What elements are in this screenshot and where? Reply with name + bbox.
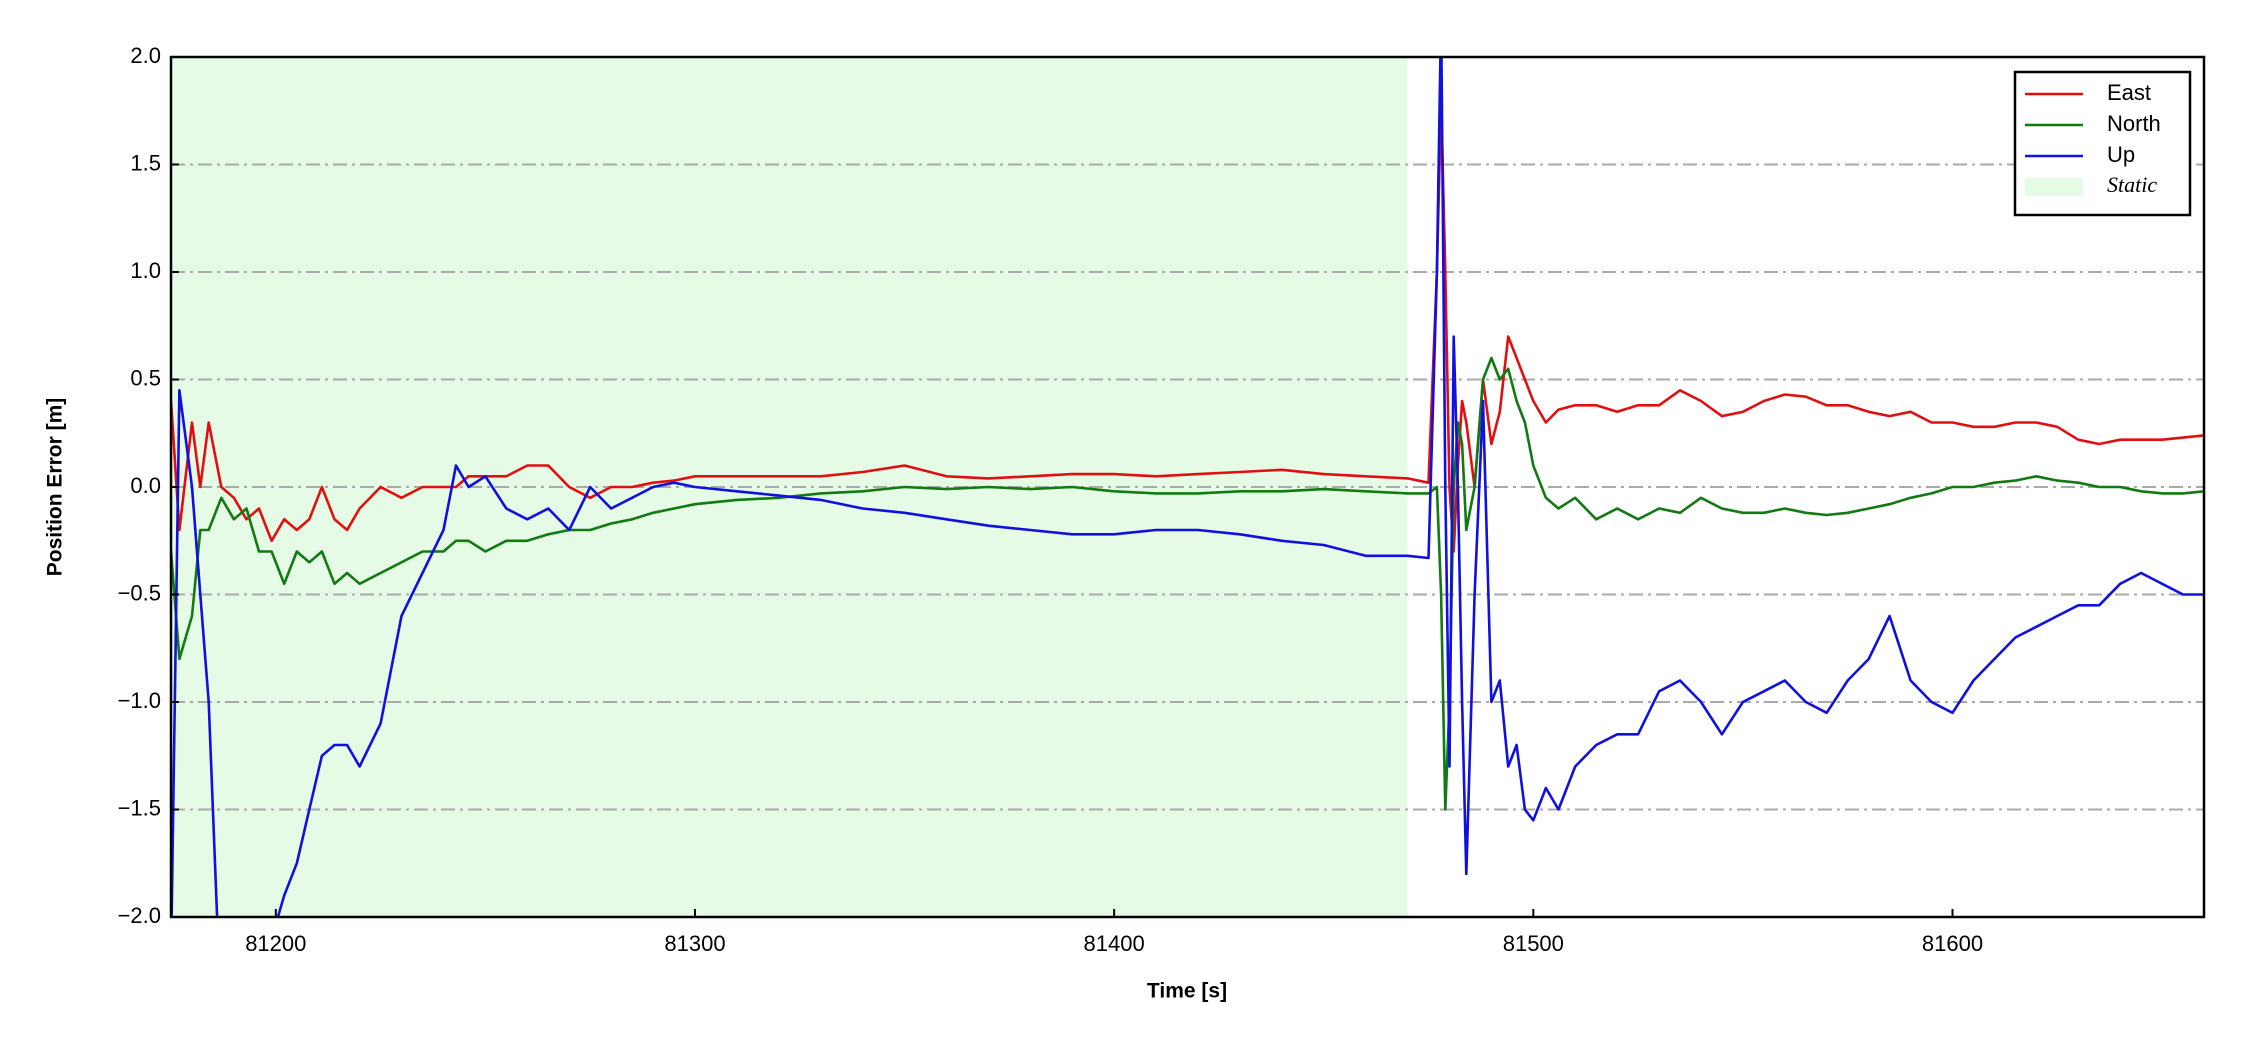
series-line [171, 57, 2204, 917]
x-tick-label: 81500 [1503, 931, 1564, 956]
lines [171, 57, 2204, 917]
y-tick-label: −1.0 [118, 688, 161, 713]
y-tick-label: 0.0 [130, 473, 161, 498]
legend: East North Up Static [2013, 70, 2192, 217]
static-span [171, 57, 1408, 917]
x-tick-label: 81600 [1922, 931, 1983, 956]
legend-swatch [2025, 178, 2083, 196]
x-tick-label: 81300 [664, 931, 725, 956]
y-tick-label: 1.0 [130, 258, 161, 283]
y-tick-label: −1.5 [118, 795, 161, 820]
y-tick-label: −0.5 [118, 580, 161, 605]
x-axis-label: Time [s] [1147, 980, 1227, 1003]
y-axis-label: Position Error [m] [44, 398, 67, 577]
x-tick-label: 81200 [245, 931, 306, 956]
grid [171, 163, 2204, 811]
series-line [171, 98, 2204, 553]
y-tick-label: −2.0 [118, 903, 161, 928]
y-tick-label: 1.5 [130, 150, 161, 175]
legend-label: North [2107, 111, 2161, 136]
axes: −2.0 −1.5 −1.0 −0.5 0.0 0.5 1.0 1.5 2.0 81200 8130… [118, 43, 1984, 956]
legend-label: East [2107, 80, 2151, 105]
legend-label: Static [2107, 172, 2157, 197]
plot-background [171, 57, 1408, 917]
y-tick-label: 0.5 [130, 365, 161, 390]
y-tick-label: 2.0 [130, 43, 161, 68]
series-line [171, 356, 2204, 811]
legend-label: Up [2107, 142, 2135, 167]
x-tick-label: 81400 [1084, 931, 1145, 956]
